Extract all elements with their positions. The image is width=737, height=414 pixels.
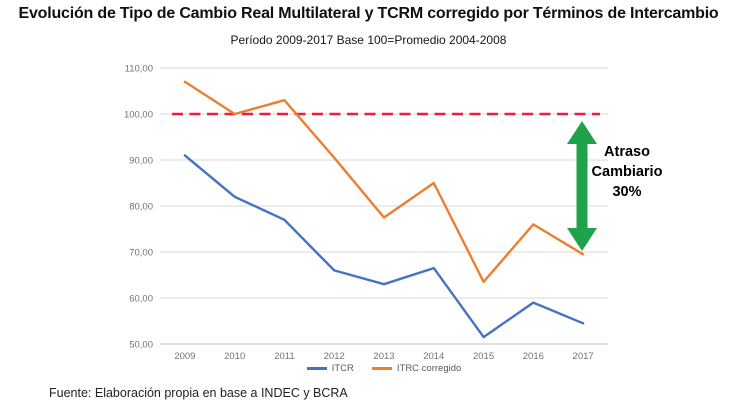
x-axis-tick-label: 2016 [523, 351, 544, 362]
x-axis-tick-label: 2015 [473, 351, 494, 362]
chart-title: Evolución de Tipo de Cambio Real Multila… [18, 5, 719, 22]
y-axis-tick-label: 90,00 [129, 156, 153, 167]
y-axis-tick-label: 60,00 [129, 294, 153, 305]
source-note: Fuente: Elaboración propia en base a IND… [49, 386, 348, 400]
chart-legend: ITCR ITRC corregido [160, 363, 608, 374]
x-axis-tick-label: 2010 [224, 351, 245, 362]
annotation-line-2: Cambiario [591, 164, 663, 180]
y-axis-tick-label: 100,00 [124, 110, 153, 121]
series-line-itcr [183, 154, 585, 339]
y-axis-tick-label: 110,00 [125, 64, 153, 75]
x-axis-tick-label: 2014 [423, 351, 444, 362]
legend-swatch-itcr [306, 367, 327, 370]
legend-label-itcr: ITCR [331, 363, 354, 374]
annotation-atraso-cambiario: Atraso Cambiario 30% [585, 142, 669, 202]
legend-item-itrc-corregido: ITRC corregido [371, 363, 462, 374]
y-axis-tick-label: 80,00 [129, 202, 153, 213]
x-axis-tick-label: 2013 [373, 351, 394, 362]
legend-swatch-itrc-corregido [371, 367, 392, 370]
annotation-line-1: Atraso [604, 144, 650, 160]
double-arrow-icon [567, 121, 597, 251]
legend-item-itcr: ITCR [306, 363, 354, 374]
x-axis-tick-label: 2017 [573, 351, 594, 362]
x-axis-tick-label: 2012 [324, 351, 345, 362]
x-axis-tick-label: 2011 [274, 351, 294, 362]
annotation-line-3: 30% [612, 184, 642, 200]
y-axis-tick-label: 70,00 [129, 248, 153, 259]
series-line-itrc-corregido [183, 80, 585, 284]
y-axis-tick-label: 50,00 [129, 340, 153, 351]
chart-subtitle: Período 2009-2017 Base 100=Promedio 2004… [230, 33, 507, 47]
x-axis-tick-label: 2009 [174, 351, 195, 362]
legend-label-itrc-corregido: ITRC corregido [396, 363, 462, 374]
